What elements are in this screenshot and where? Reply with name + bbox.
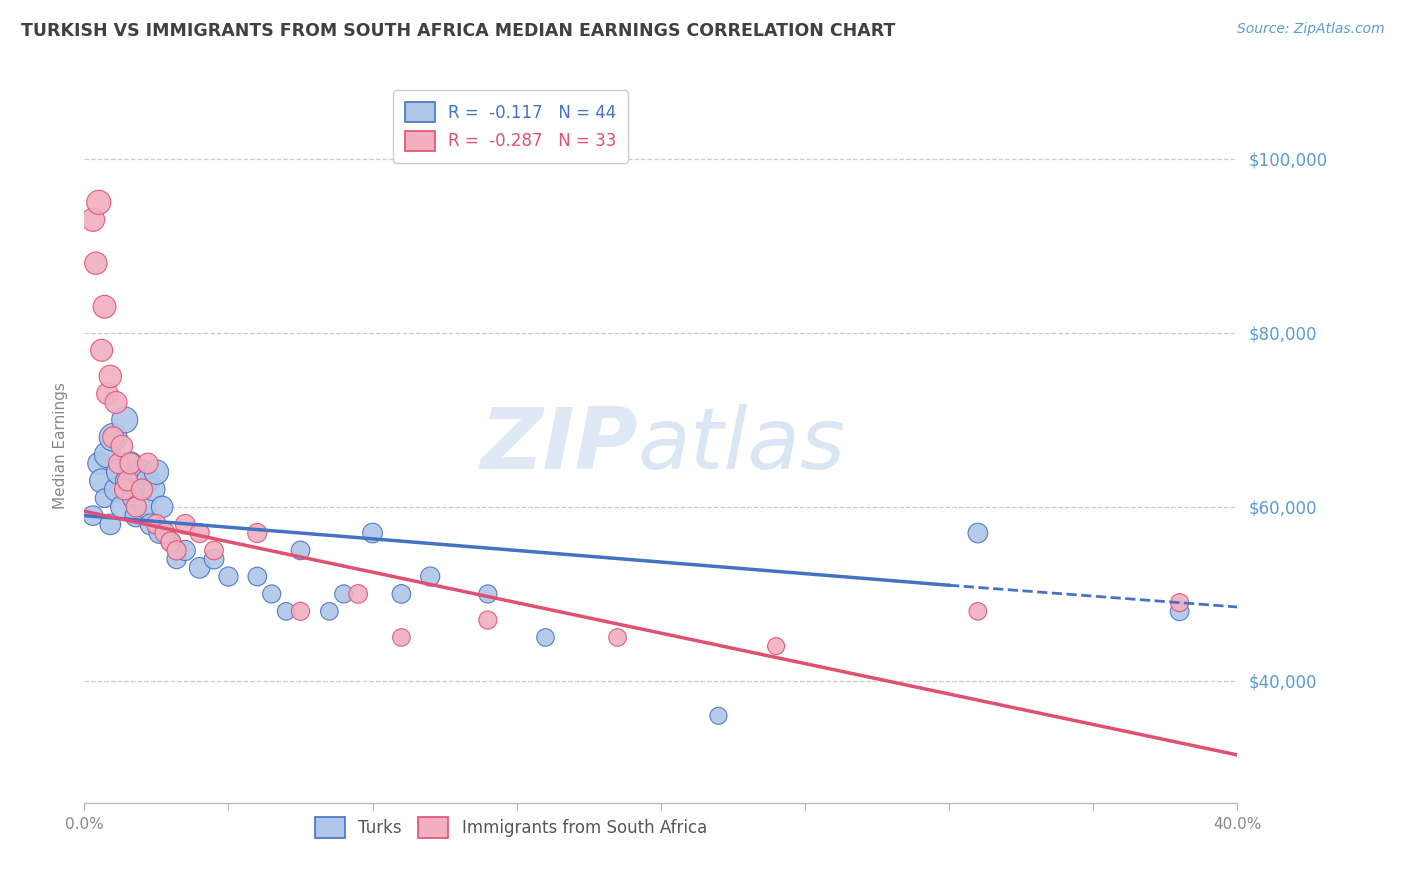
Point [108,457,131,471]
Point [160,534,183,549]
Point [707,708,730,723]
Point [108,465,131,479]
Point [87,457,110,471]
Point [148,526,170,541]
Point [125,500,148,514]
Point [120,457,142,471]
Point [145,465,167,479]
Point [111,439,134,453]
Point [145,517,167,532]
Point [391,631,413,645]
Text: Source: ZipAtlas.com: Source: ZipAtlas.com [1237,22,1385,37]
Point [290,543,312,558]
Point [82,212,104,227]
Point [202,552,225,566]
Point [166,543,188,558]
Point [188,526,211,541]
Point [606,631,628,645]
Point [96,386,118,401]
Text: TURKISH VS IMMIGRANTS FROM SOUTH AFRICA MEDIAN EARNINGS CORRELATION CHART: TURKISH VS IMMIGRANTS FROM SOUTH AFRICA … [21,22,896,40]
Point [105,395,128,409]
Point [120,457,142,471]
Point [290,604,312,618]
Point [218,569,240,583]
Point [114,413,136,427]
Point [391,587,413,601]
Text: ZIP: ZIP [479,404,638,488]
Point [136,457,159,471]
Point [361,526,384,541]
Point [276,604,298,618]
Point [125,508,148,523]
Point [477,613,499,627]
Point [333,587,356,601]
Point [534,631,557,645]
Point [103,430,124,444]
Point [93,491,115,506]
Point [134,500,156,514]
Point [98,517,121,532]
Point [96,448,118,462]
Legend: Turks, Immigrants from South Africa: Turks, Immigrants from South Africa [308,811,714,845]
Point [174,543,197,558]
Point [131,483,153,497]
Point [117,474,139,488]
Point [1168,596,1191,610]
Point [98,369,121,384]
Y-axis label: Median Earnings: Median Earnings [52,383,67,509]
Point [174,517,197,532]
Point [93,300,115,314]
Point [967,604,990,618]
Point [122,491,145,506]
Point [150,500,173,514]
Point [131,465,153,479]
Point [90,474,112,488]
Point [477,587,499,601]
Point [419,569,441,583]
Point [103,430,124,444]
Point [128,483,150,497]
Point [90,343,112,358]
Point [967,526,990,541]
Point [136,474,159,488]
Point [166,552,188,566]
Point [82,508,104,523]
Point [111,500,134,514]
Point [142,483,165,497]
Point [114,483,136,497]
Point [84,256,107,270]
Point [87,195,110,210]
Text: atlas: atlas [638,404,846,488]
Point [1168,604,1191,618]
Point [318,604,340,618]
Point [246,526,269,541]
Point [188,561,211,575]
Point [160,534,183,549]
Point [347,587,370,601]
Point [202,543,225,558]
Point [260,587,283,601]
Point [246,569,269,583]
Point [105,483,128,497]
Point [153,526,176,541]
Point [117,474,139,488]
Point [765,639,787,653]
Point [139,517,162,532]
